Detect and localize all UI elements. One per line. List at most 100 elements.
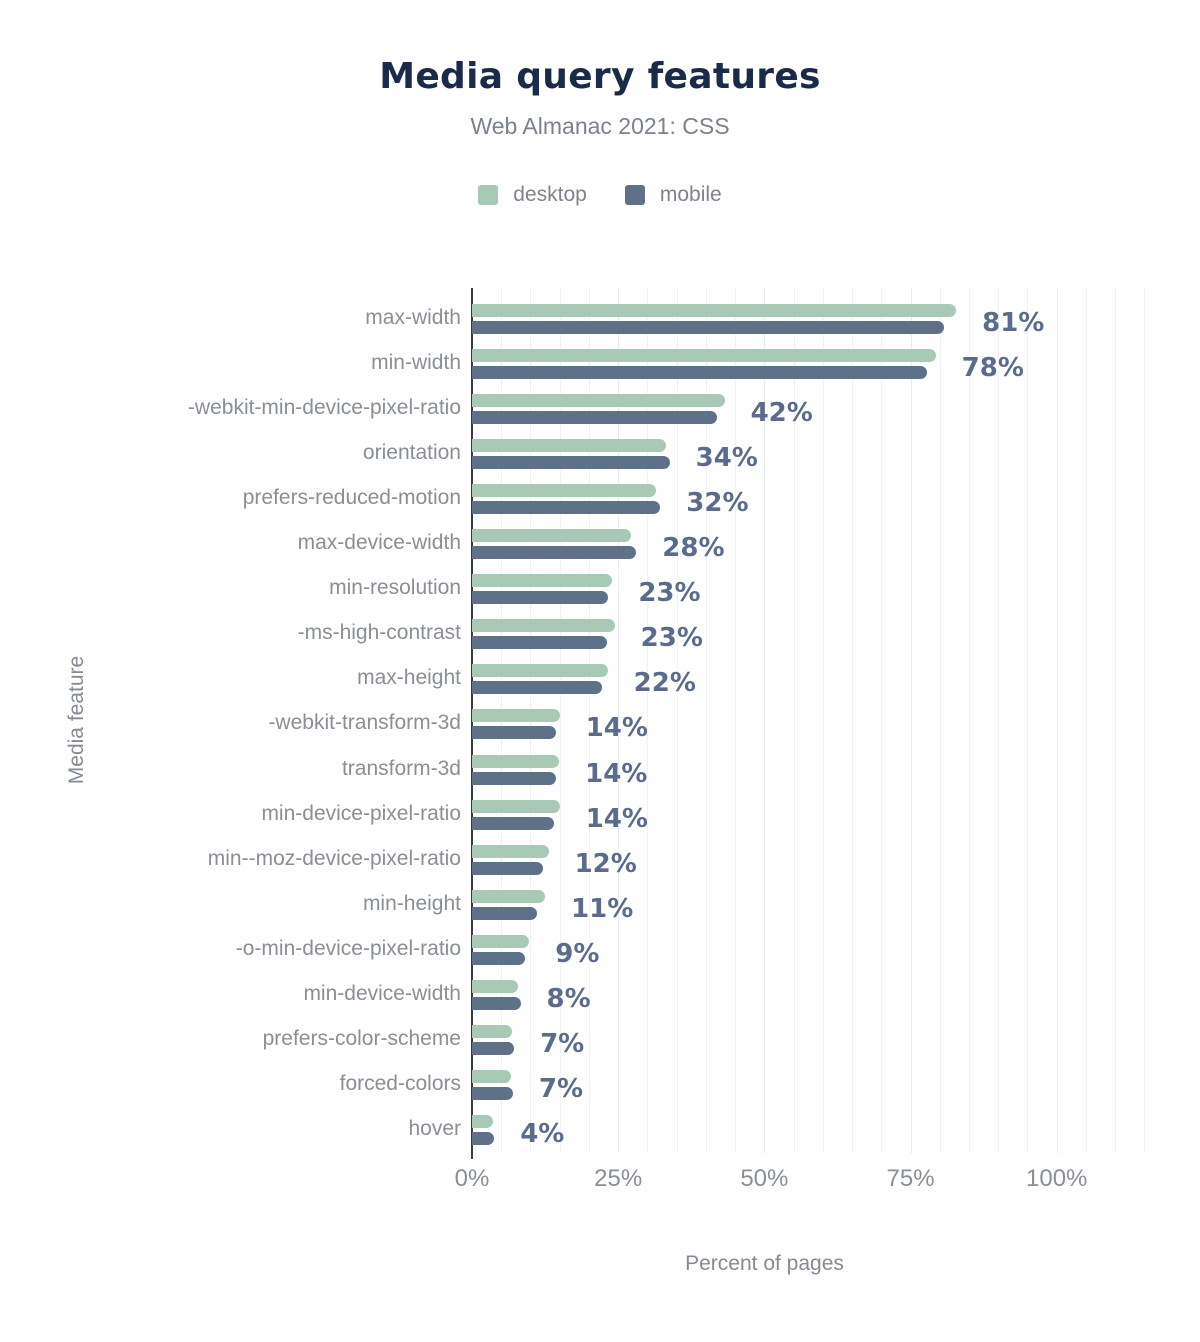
chart-title: Media query features: [379, 56, 821, 97]
y-axis-line: [471, 288, 473, 1159]
gridline: [881, 288, 883, 1153]
desktop-bar: [472, 1024, 513, 1038]
category-label: orientation: [362, 441, 461, 465]
category-label: transform-3d: [341, 756, 461, 780]
gridline: [559, 288, 561, 1153]
category-label: max-device-width: [297, 531, 461, 555]
gridline: [1056, 288, 1058, 1153]
gridline: [764, 288, 766, 1153]
desktop-bar: [472, 304, 957, 317]
mobile-bar: [472, 996, 521, 1010]
desktop-bar: [472, 1069, 511, 1083]
desktop-bar: [472, 664, 608, 678]
mobile-bar: [472, 906, 538, 920]
desktop-bar: [472, 349, 936, 363]
desktop-bar: [472, 484, 656, 498]
desktop-bar: [472, 709, 560, 723]
x-tick-label: 25%: [594, 1165, 643, 1192]
value-label: 34%: [695, 443, 758, 474]
mobile-bar: [472, 591, 608, 605]
category-label: min-resolution: [329, 576, 461, 600]
mobile-bar: [472, 726, 557, 740]
gridline: [1144, 288, 1146, 1153]
value-label: 42%: [750, 398, 813, 429]
value-label: 4%: [520, 1118, 565, 1149]
desktop-swatch: [478, 185, 499, 205]
desktop-bar: [472, 439, 667, 453]
x-tick-label: 75%: [886, 1165, 935, 1192]
desktop-bar: [472, 889, 546, 903]
value-label: 32%: [686, 488, 749, 519]
mobile-bar: [472, 456, 670, 470]
desktop-bar: [472, 1114, 494, 1128]
mobile-bar: [472, 816, 555, 830]
desktop-bar: [472, 394, 725, 408]
x-tick-label: 50%: [740, 1165, 789, 1192]
mobile-bar: [472, 321, 945, 334]
gridline: [705, 288, 707, 1153]
desktop-bar: [472, 754, 560, 768]
category-label: -webkit-min-device-pixel-ratio: [187, 396, 461, 420]
mobile-bar: [472, 546, 637, 560]
value-label: 7%: [538, 1073, 584, 1104]
x-axis-title: Percent of pages: [685, 1252, 844, 1275]
mobile-bar: [472, 411, 717, 425]
category-label: forced-colors: [339, 1071, 461, 1095]
value-label: 81%: [982, 308, 1045, 338]
desktop-bar: [472, 529, 632, 543]
mobile-bar: [472, 861, 544, 875]
gridline: [618, 288, 620, 1153]
y-axis-title: Media feature: [65, 655, 88, 785]
gridline: [1115, 288, 1117, 1153]
desktop-bar: [472, 619, 615, 633]
mobile-swatch: [624, 185, 645, 205]
gridline: [676, 288, 678, 1153]
value-label: 14%: [585, 758, 648, 789]
category-label: min-height: [362, 891, 461, 915]
gridline: [1027, 288, 1029, 1153]
desktop-bar: [472, 844, 549, 858]
category-label: hover: [408, 1116, 461, 1140]
mobile-bar: [472, 1131, 495, 1145]
category-label: min-device-pixel-ratio: [261, 801, 461, 825]
gridline: [1085, 288, 1087, 1153]
category-label: -webkit-transform-3d: [268, 711, 461, 735]
mobile-bar: [472, 1086, 513, 1100]
desktop-bar: [472, 574, 613, 588]
category-label: min--moz-device-pixel-ratio: [207, 846, 461, 870]
legend-item-mobile: mobile: [624, 183, 722, 207]
gridline: [588, 288, 590, 1153]
legend-label-desktop: desktop: [513, 183, 587, 206]
desktop-bar: [472, 979, 519, 993]
gridline: [647, 288, 649, 1153]
plot-area: max-width 81% min-width 78% -webkit-min-devi…: [188, 288, 1166, 1159]
x-tick-label: 100%: [1025, 1165, 1088, 1192]
category-label: min-device-width: [303, 981, 461, 1005]
category-label: prefers-color-scheme: [262, 1026, 461, 1050]
category-label: -o-min-device-pixel-ratio: [235, 936, 461, 960]
desktop-bar: [472, 799, 560, 813]
category-label: min-width: [371, 351, 461, 375]
category-label: max-width: [365, 306, 461, 329]
value-label: 28%: [662, 533, 725, 564]
value-label: 23%: [638, 578, 701, 609]
mobile-bar: [472, 1041, 515, 1055]
category-label: -ms-high-contrast: [297, 621, 461, 645]
value-label: 9%: [555, 938, 600, 969]
gridline: [793, 288, 795, 1153]
x-tick-label: 0%: [454, 1165, 490, 1192]
desktop-bar: [472, 934, 530, 948]
gridline: [939, 288, 941, 1153]
mobile-bar: [472, 951, 526, 965]
legend-item-desktop: desktop: [478, 183, 587, 207]
gridline: [852, 288, 854, 1153]
gridline: [822, 288, 824, 1153]
value-label: 14%: [585, 803, 648, 834]
mobile-bar: [472, 501, 661, 515]
gridline: [968, 288, 970, 1153]
value-label: 11%: [571, 893, 634, 924]
mobile-bar: [472, 681, 602, 695]
value-label: 22%: [633, 668, 696, 699]
mobile-bar: [472, 771, 557, 785]
